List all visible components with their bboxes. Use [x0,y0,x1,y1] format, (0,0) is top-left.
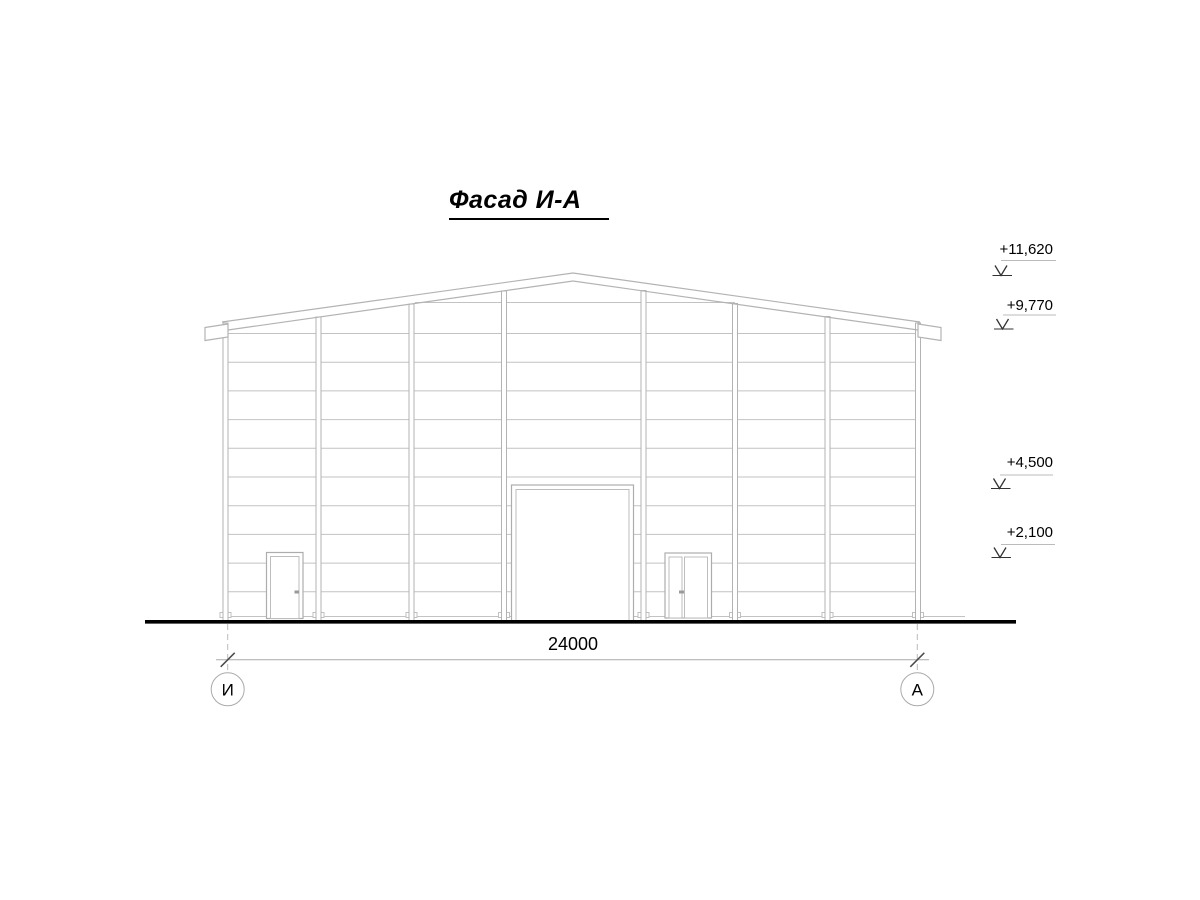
dimension-tick [220,652,236,668]
elevation-label-eave: +9,770 [1006,297,1053,314]
elevation-label-gate: +4,500 [1006,454,1053,471]
columns [222,290,921,622]
elevation-symbol-gate [991,474,1053,490]
axis-bubble-right [900,672,935,707]
axis-bubble-left [210,672,245,707]
door-handle [679,590,684,594]
eave-gutter-left [204,323,229,342]
wicket-door-left [265,551,304,620]
dimension: И А [210,624,935,707]
drawing-title: Фасад И-А [449,186,609,220]
elevation-symbols [991,260,1056,559]
elevation-symbol-eave [994,314,1056,331]
elevation-symbol-ridge [992,260,1056,277]
dimension-label: 24000 [547,634,599,654]
door-handle [294,590,299,594]
elevation-label-ridge: +11,620 [999,241,1053,258]
elevation-symbol-door [991,544,1055,559]
axis-label-right: А [912,681,924,700]
eave-gutter-right [917,323,942,342]
roof [204,272,942,342]
elevation-label-door: +2,100 [1006,524,1053,541]
gate [510,484,635,623]
axis-label-left: И [222,681,234,700]
dimension-tick [909,652,925,668]
wicket-door-right [664,552,713,619]
